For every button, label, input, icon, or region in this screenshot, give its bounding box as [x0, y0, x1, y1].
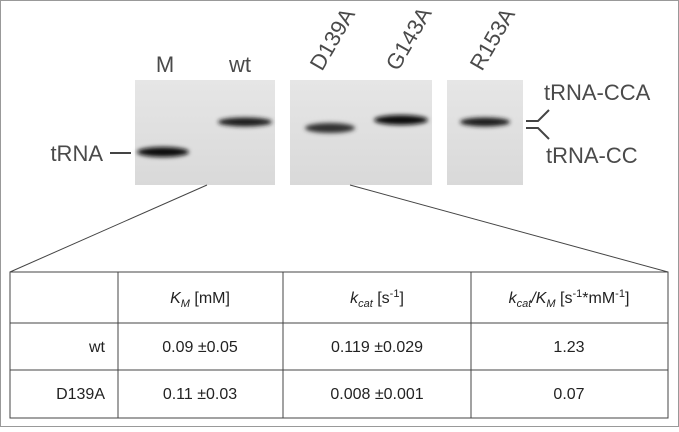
table-border: [9, 271, 669, 419]
row-label: D139A: [56, 386, 105, 403]
lane-label: wt: [228, 52, 251, 77]
text: k: [350, 290, 359, 307]
zoom-line: [349, 184, 669, 273]
gel-panel: [447, 80, 523, 185]
text: k: [509, 290, 518, 307]
band: [305, 123, 355, 133]
text: [s: [373, 290, 390, 307]
text: K: [170, 290, 182, 307]
text: ]: [399, 290, 403, 307]
band-label: tRNA-CC: [546, 143, 638, 168]
gel: M wt D139A G143A R153A tRNA tRNA-CCA tRN…: [9, 2, 669, 273]
text: -1: [390, 288, 400, 300]
band: [137, 147, 189, 157]
table-body: wt 0.09 ±0.05 0.119 ±0.029 1.23 D139A 0.11 ±0…: [56, 339, 585, 403]
gel-panel: [290, 80, 432, 185]
text: [mM]: [190, 290, 230, 307]
table-cell: 0.119 ±0.029: [331, 339, 423, 356]
band-label: tRNA: [50, 141, 103, 166]
text: [s: [556, 290, 573, 307]
table-cell: 0.008 ±0.001: [330, 386, 423, 403]
band-label: tRNA-CCA: [544, 80, 651, 105]
band: [460, 117, 510, 127]
header-cell: kcat [s-1]: [350, 288, 404, 310]
band: [218, 117, 272, 127]
zoom-line: [9, 184, 208, 273]
band: [374, 115, 428, 125]
header-cell: kcat/KM [s-1*mM-1]: [509, 288, 630, 310]
lane-label: M: [156, 52, 174, 77]
text: K: [536, 290, 548, 307]
text: cat: [517, 298, 533, 310]
text: cat: [358, 298, 374, 310]
pointer: [526, 109, 550, 140]
text: ]: [625, 290, 629, 307]
header-cell: KM [mM]: [170, 290, 230, 310]
table-cell: 1.23: [553, 339, 584, 356]
row-label: wt: [88, 339, 106, 356]
gel-panel: [135, 80, 275, 185]
table-cell: 0.11 ±0.03: [163, 386, 237, 403]
table-cell: 0.09 ±0.05: [162, 339, 238, 356]
text: -1: [615, 288, 625, 300]
table-cell: 0.07: [553, 386, 584, 403]
table: [9, 271, 669, 419]
text: /: [530, 290, 537, 307]
text: *mM: [582, 290, 615, 307]
text: M: [546, 298, 556, 310]
text: -1: [572, 288, 582, 300]
text: M: [181, 298, 191, 310]
